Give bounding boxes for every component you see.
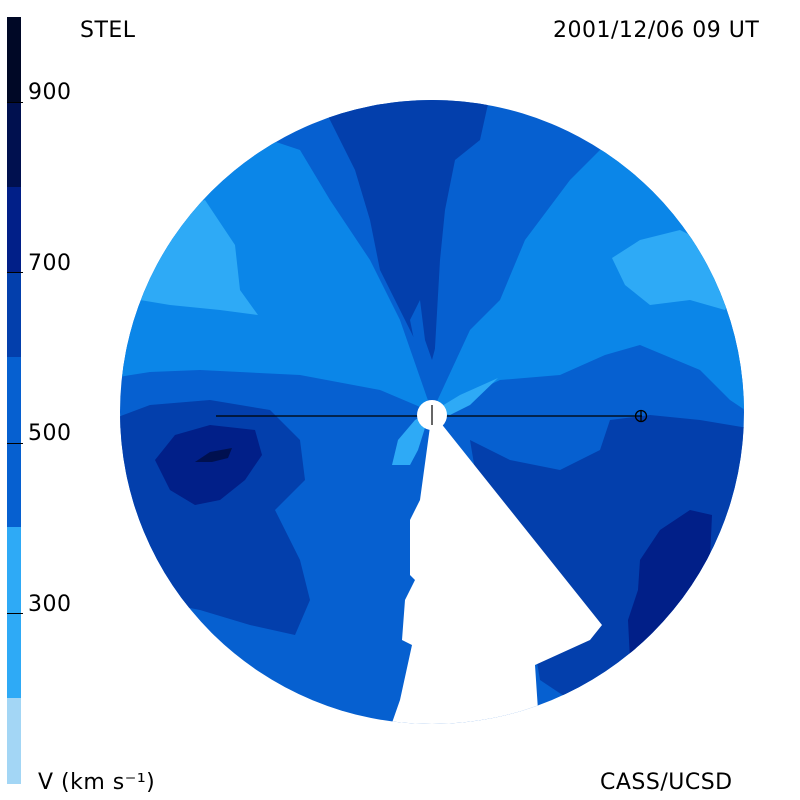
missing-data-wedge (386, 412, 602, 724)
contour-region-near-sun-right (432, 378, 498, 415)
colorbar-tick-label-500: 500 (28, 421, 72, 446)
colorbar-level-900 (7, 17, 21, 102)
colorbar-tick-label-700: 700 (28, 251, 72, 276)
contour-region-left-peak (195, 448, 232, 462)
colorbar-level-600 (7, 272, 21, 357)
colorbar-tick-700 (7, 272, 23, 273)
colorbar-level-800 (7, 102, 21, 187)
colorbar-level-500 (7, 357, 21, 527)
contour-region-top-wedge (320, 100, 490, 400)
colorbar-tick-label-300: 300 (28, 592, 72, 617)
contour-region-top-inner (410, 300, 465, 400)
contour-region-left-core (155, 425, 262, 505)
contour-region-lower-right-core (628, 510, 712, 660)
colorbar-tick-label-900: 900 (28, 80, 72, 105)
colorbar-level-300 (7, 527, 21, 698)
colorbar-tick-500 (7, 443, 23, 444)
colorbar-tick-900 (7, 102, 23, 103)
colorbar (7, 17, 21, 784)
colorbar-level-700 (7, 187, 21, 272)
credit-label: CASS/UCSD (600, 770, 733, 795)
station-label: STEL (80, 18, 136, 43)
timestamp-label: 2001/12/06 09 UT (553, 18, 760, 43)
unit-label: V (km s⁻¹) (38, 770, 156, 795)
velocity-disk (120, 100, 744, 724)
colorbar-tick-300 (7, 613, 23, 614)
colorbar-level-200 (7, 698, 21, 784)
contour-region-near-sun (392, 412, 430, 465)
